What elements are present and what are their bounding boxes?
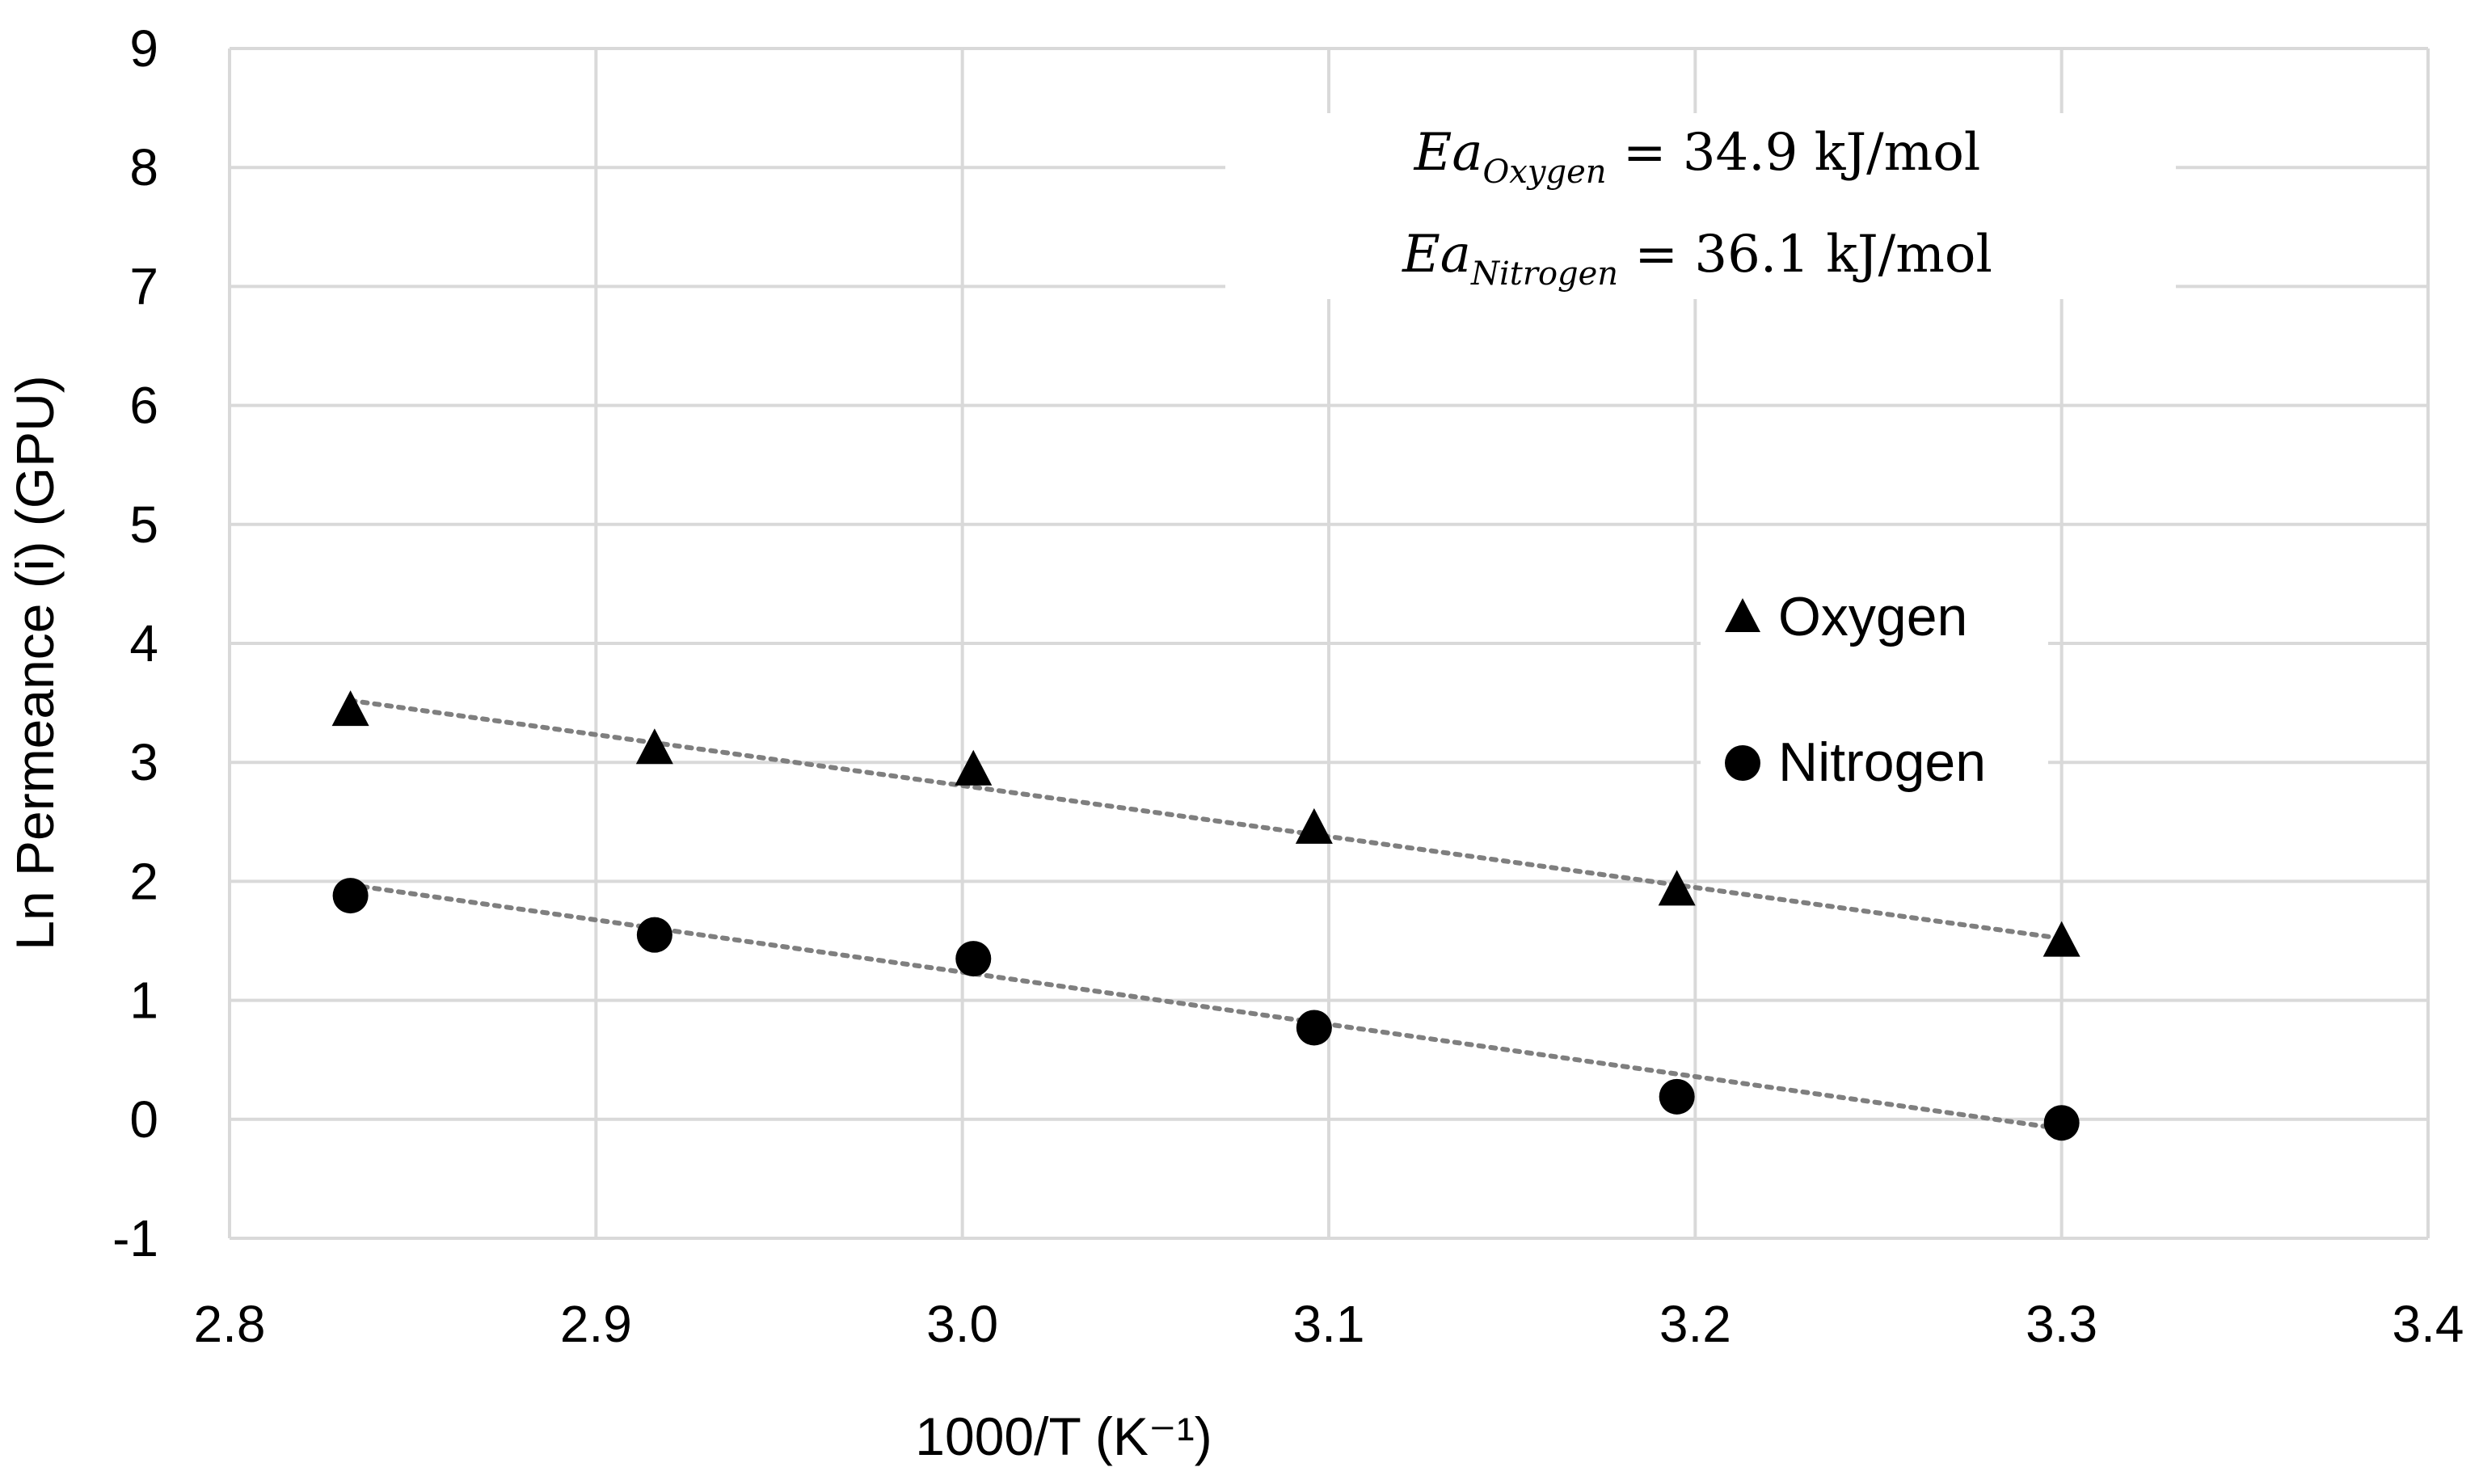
equation-nitrogen-subscript: Nitrogen	[1470, 255, 1618, 293]
point-oxygen-4	[1658, 870, 1696, 906]
x-axis-label: 1000/T (K⁻¹)	[915, 1406, 1212, 1466]
y-tick-label-6: 5	[129, 495, 158, 554]
x-tick-label-4: 3.2	[1659, 1295, 1731, 1353]
trendline-oxygen	[348, 698, 2064, 942]
y-tick-label-7: 6	[129, 377, 158, 435]
equation-oxygen-base: Ea	[1414, 123, 1483, 183]
equation-nitrogen-base: Ea	[1402, 225, 1471, 285]
point-nitrogen-2	[955, 941, 992, 977]
x-tick-label-3: 3.1	[1293, 1295, 1365, 1353]
x-axis-ticks: 2.8 2.9 3.0 3.1 3.2 3.3 3.4	[194, 1295, 2464, 1353]
x-tick-label-5: 3.3	[2026, 1295, 2097, 1353]
equation-nitrogen: EaNitrogen = 36.1 kJ/mol	[1402, 225, 1992, 293]
point-oxygen-2	[955, 749, 993, 786]
equation-nitrogen-value: = 36.1 kJ/mol	[1618, 225, 1992, 285]
y-tick-label-4: 3	[129, 733, 158, 791]
y-tick-label-9: 8	[129, 138, 158, 196]
equation-box: EaOxygen = 34.9 kJ/mol EaNitrogen = 36.1…	[1225, 113, 2176, 299]
legend-oxygen-label: Oxygen	[1778, 586, 1967, 647]
x-tick-label-1: 2.9	[560, 1295, 632, 1353]
x-tick-label-2: 3.0	[926, 1295, 998, 1353]
y-axis-label: Ln Permeance (i) (GPU)	[5, 375, 65, 951]
y-tick-label-8: 7	[129, 257, 158, 315]
trendlines	[348, 698, 2064, 1132]
markers	[331, 690, 2080, 1141]
legend: Oxygen Nitrogen	[1701, 571, 2048, 805]
legend-oxygen-marker	[1725, 598, 1760, 632]
equation-oxygen: EaOxygen = 34.9 kJ/mol	[1414, 123, 1981, 191]
point-oxygen-1	[635, 728, 673, 765]
x-tick-label-0: 2.8	[194, 1295, 266, 1353]
y-tick-label-2: 1	[129, 972, 158, 1030]
equation-oxygen-value: = 34.9 kJ/mol	[1607, 123, 1981, 183]
point-oxygen-0	[331, 690, 369, 727]
x-tick-label-6: 3.4	[2392, 1295, 2464, 1353]
legend-nitrogen-marker	[1725, 745, 1760, 781]
y-tick-label-10: 9	[129, 19, 158, 78]
point-nitrogen-5	[2043, 1105, 2080, 1141]
point-nitrogen-3	[1296, 1010, 1332, 1046]
y-tick-label-3: 2	[129, 852, 158, 910]
y-tick-label-1: 0	[129, 1090, 158, 1149]
point-nitrogen-1	[636, 917, 672, 953]
legend-nitrogen-label: Nitrogen	[1778, 731, 1986, 793]
y-tick-label-0: -1	[112, 1209, 158, 1267]
point-nitrogen-0	[332, 878, 369, 914]
trendline-nitrogen	[348, 882, 2064, 1132]
point-oxygen-5	[2042, 921, 2080, 957]
point-oxygen-3	[1295, 807, 1333, 844]
y-tick-label-5: 4	[129, 614, 158, 672]
y-axis-ticks: -1 0 1 2 3 4 5 6 7 8 9	[112, 19, 158, 1267]
equation-oxygen-subscript: Oxygen	[1483, 154, 1607, 191]
grid	[228, 47, 2430, 1240]
point-nitrogen-4	[1659, 1078, 1695, 1115]
